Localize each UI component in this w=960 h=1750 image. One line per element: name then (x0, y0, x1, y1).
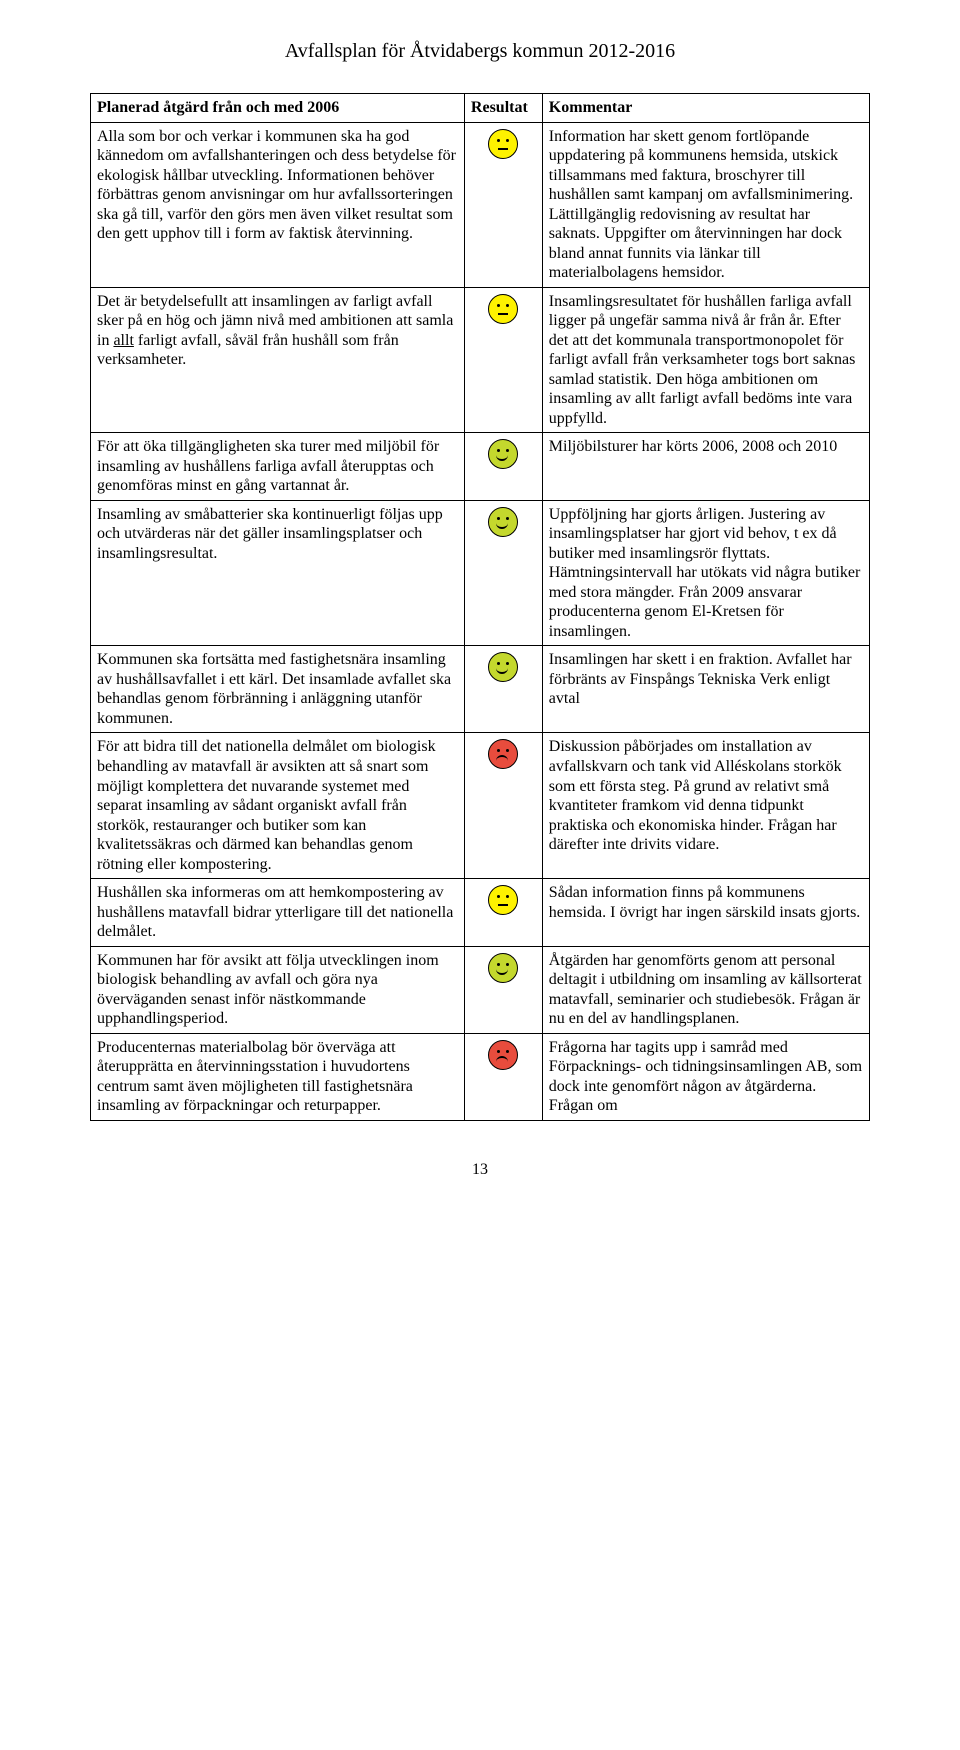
face-happy-icon (488, 439, 518, 469)
cell-action: Insamling av småbatterier ska kontinuerl… (91, 500, 465, 646)
table-row: Producenternas materialbolag bör överväg… (91, 1033, 870, 1120)
cell-action: Hushållen ska informeras om att hemkompo… (91, 879, 465, 947)
cell-result (464, 733, 542, 879)
face-happy-icon (488, 953, 518, 983)
cell-action: Kommunen ska fortsätta med fastighetsnär… (91, 646, 465, 733)
face-sad-icon (488, 739, 518, 769)
face-neutral-icon (488, 885, 518, 915)
cell-action: Alla som bor och verkar i kommunen ska h… (91, 122, 465, 287)
cell-action: För att bidra till det nationella delmål… (91, 733, 465, 879)
cell-result (464, 646, 542, 733)
header-comment: Kommentar (542, 94, 869, 123)
table-row: Hushållen ska informeras om att hemkompo… (91, 879, 870, 947)
table-header-row: Planerad åtgärd från och med 2006 Result… (91, 94, 870, 123)
cell-action: För att öka tillgängligheten ska turer m… (91, 433, 465, 501)
cell-result (464, 879, 542, 947)
face-neutral-icon (488, 129, 518, 159)
cell-comment: Sådan information finns på kommunens hem… (542, 879, 869, 947)
cell-comment: Miljöbilsturer har körts 2006, 2008 och … (542, 433, 869, 501)
actions-table: Planerad åtgärd från och med 2006 Result… (90, 93, 870, 1121)
action-text-post: farligt avfall, såväl från hushåll som f… (97, 332, 399, 369)
face-happy-icon (488, 507, 518, 537)
cell-action: Det är betydelsefullt att insamlingen av… (91, 287, 465, 433)
table-row: Det är betydelsefullt att insamlingen av… (91, 287, 870, 433)
cell-comment: Frågorna har tagits upp i samråd med För… (542, 1033, 869, 1120)
cell-comment: Insamlingsresultatet för hushållen farli… (542, 287, 869, 433)
cell-comment: Information har skett genom fortlöpande … (542, 122, 869, 287)
cell-action: Kommunen har för avsikt att följa utveck… (91, 946, 465, 1033)
cell-result (464, 946, 542, 1033)
cell-action: Producenternas materialbolag bör överväg… (91, 1033, 465, 1120)
cell-result (464, 433, 542, 501)
cell-comment: Insamlingen har skett i en fraktion. Avf… (542, 646, 869, 733)
table-row: Kommunen ska fortsätta med fastighetsnär… (91, 646, 870, 733)
action-text-underline: allt (113, 332, 133, 349)
header-result: Resultat (464, 94, 542, 123)
table-row: Kommunen har för avsikt att följa utveck… (91, 946, 870, 1033)
document-page: Avfallsplan för Åtvidabergs kommun 2012-… (0, 0, 960, 1219)
table-row: Alla som bor och verkar i kommunen ska h… (91, 122, 870, 287)
page-title: Avfallsplan för Åtvidabergs kommun 2012-… (90, 40, 870, 63)
face-neutral-icon (488, 294, 518, 324)
face-sad-icon (488, 1040, 518, 1070)
header-action: Planerad åtgärd från och med 2006 (91, 94, 465, 123)
cell-comment: Åtgärden har genomförts genom att person… (542, 946, 869, 1033)
face-happy-icon (488, 652, 518, 682)
table-row: Insamling av småbatterier ska kontinuerl… (91, 500, 870, 646)
cell-comment: Diskussion påbörjades om installation av… (542, 733, 869, 879)
page-number: 13 (90, 1161, 870, 1179)
cell-result (464, 500, 542, 646)
cell-result (464, 122, 542, 287)
table-row: För att bidra till det nationella delmål… (91, 733, 870, 879)
table-row: För att öka tillgängligheten ska turer m… (91, 433, 870, 501)
cell-comment: Uppföljning har gjorts årligen. Justerin… (542, 500, 869, 646)
cell-result (464, 287, 542, 433)
cell-result (464, 1033, 542, 1120)
